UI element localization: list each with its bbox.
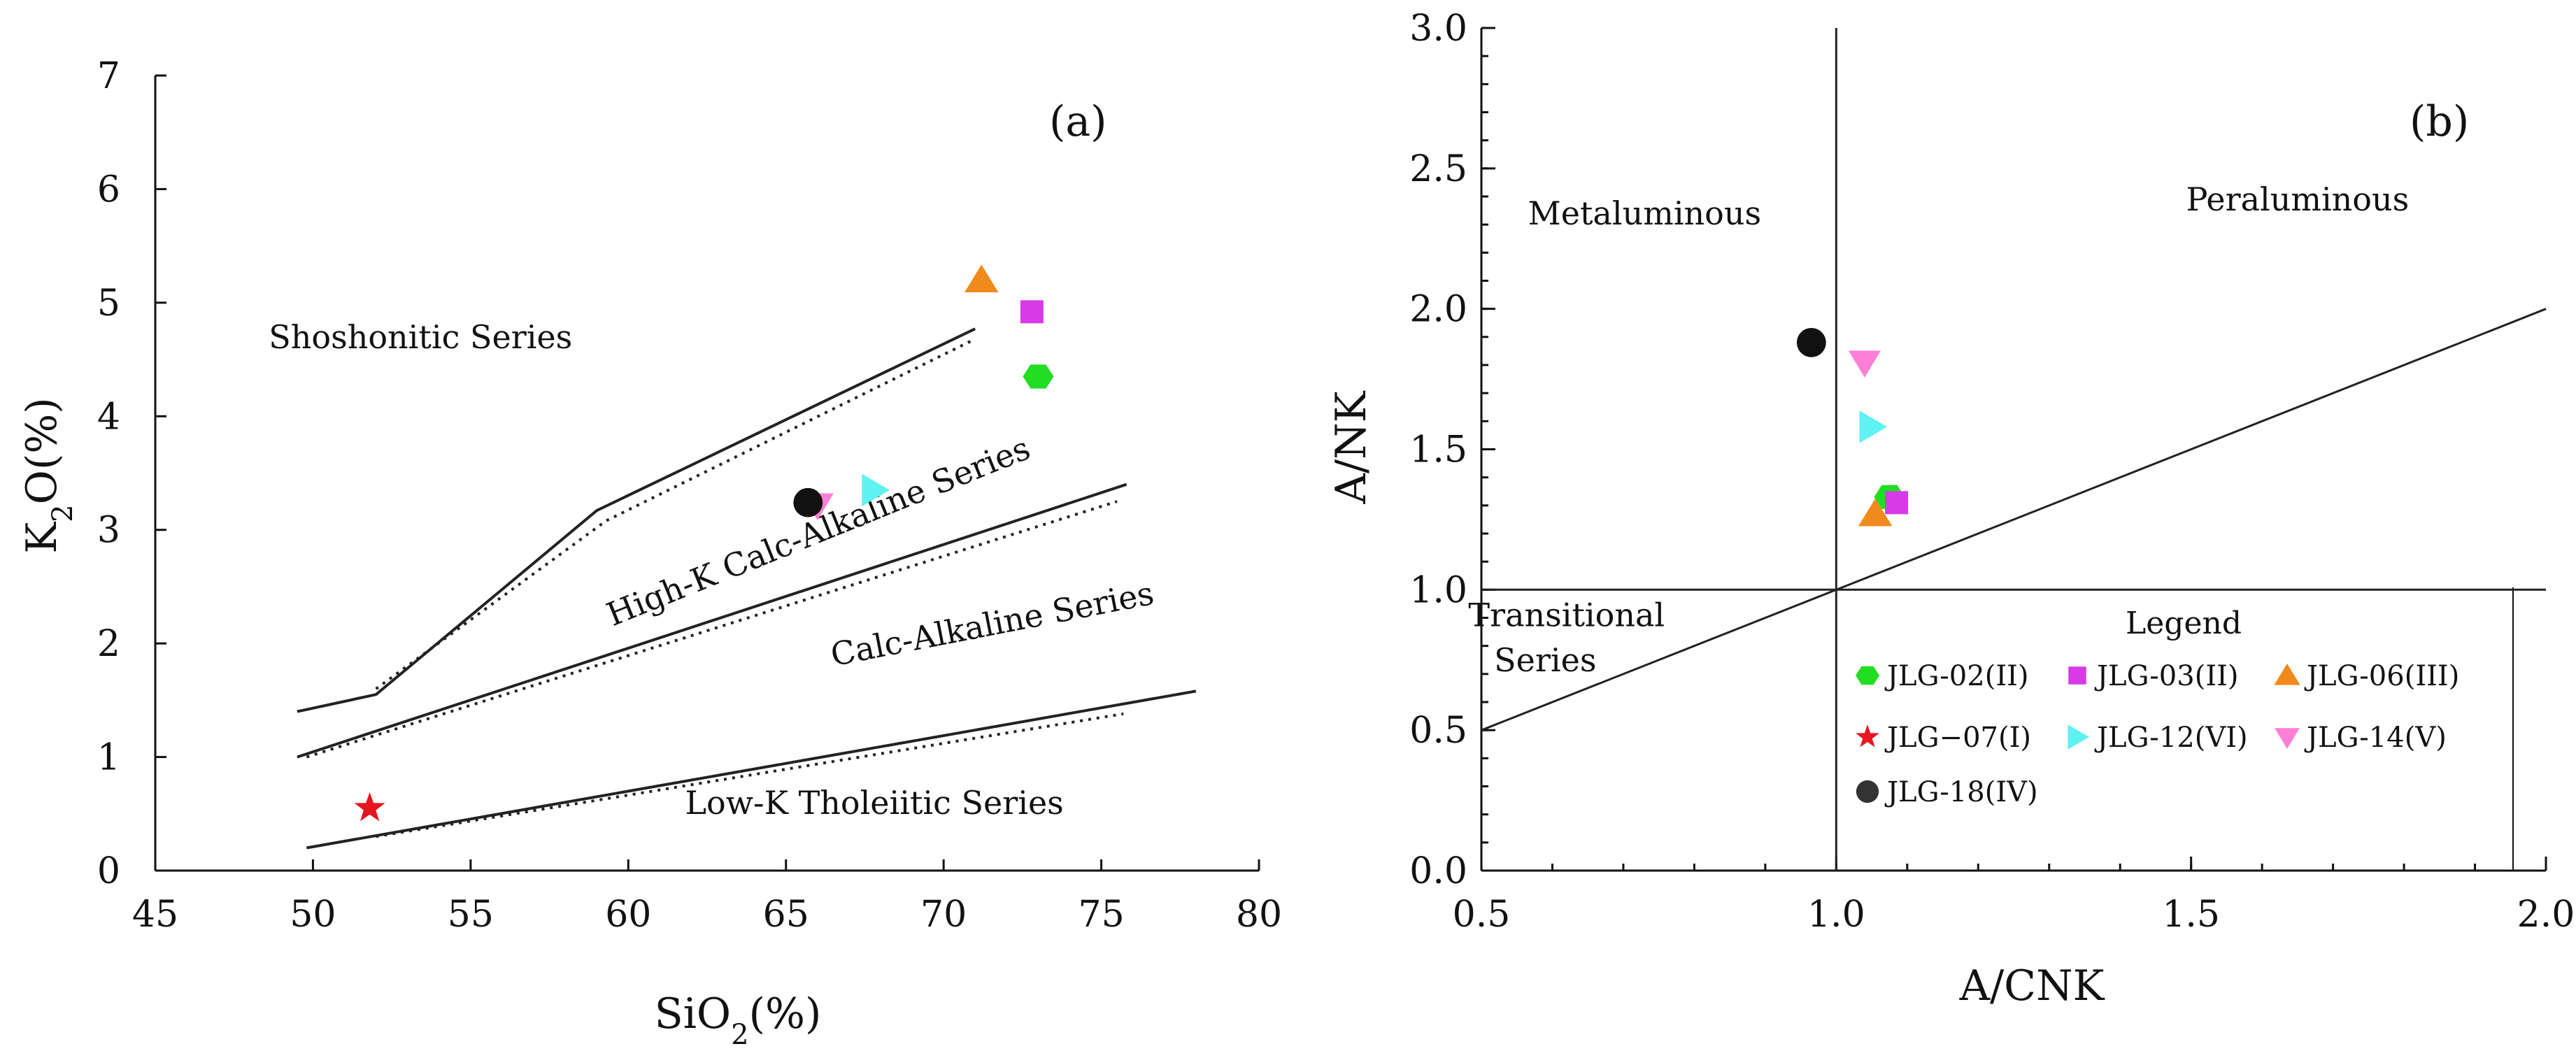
- panel-a-field-calc-alkaline-series: Calc-Alkaline Series: [827, 574, 1157, 674]
- panel-a-point-jlg-06-iii: [965, 264, 999, 292]
- panel-b-x-axis-label: A/CNK: [1959, 962, 2105, 1010]
- panel-b-field-peraluminous: Peraluminous: [2186, 180, 2409, 218]
- panel-a-x-tick-label: 75: [1078, 894, 1124, 936]
- panel-a-point-jlg-07-i: [354, 792, 385, 822]
- panel-b-y-tick-label: 1.0: [1409, 569, 1467, 611]
- panel-b-legend: Legend JLG-02(II) JLG-03(II) JLG-06(III) JLG…: [1856, 606, 2459, 808]
- panel-a-data-points: [354, 264, 1054, 822]
- panel-b-y-tick-label: 2.0: [1409, 289, 1467, 331]
- legend-label-jlg-06-iii: JLG-06(III): [2304, 660, 2459, 692]
- panel-b-y-tick-label: 2.5: [1409, 148, 1467, 190]
- panel-a-field-high-k-calc-alkaline-series: High-K Calc-Alkaline Series: [602, 429, 1036, 634]
- panel-b-point-jlg-12-vi: [1859, 410, 1888, 443]
- panel-a-boundary-solid: [306, 689, 1197, 850]
- panel-a-field-shoshonitic-series: Shoshonitic Series: [269, 318, 572, 356]
- panel-a-y-tick-label: 4: [97, 396, 120, 438]
- panel-a-x-tick-label: 55: [448, 894, 494, 936]
- panel-a-point-jlg-18-iv: [793, 487, 823, 517]
- legend-label-jlg-03-ii: JLG-03(II): [2094, 660, 2239, 692]
- panel-a-x-tick-label: 80: [1236, 894, 1282, 936]
- legend-marker-jlg-14-v: [2275, 728, 2300, 749]
- panel-a-boundary-solid: [297, 327, 976, 713]
- panel-b-anK-vs-acnk: 0.5 1.0 1.5 2.00.00.51.01.52.02.53.0 Metalu…: [1327, 8, 2575, 1010]
- legend-label-jlg-07-i: JLG−07(I): [1884, 722, 2031, 754]
- panel-a-series-boundaries: [297, 327, 1197, 850]
- legend-title: Legend: [2126, 606, 2242, 641]
- panel-b-y-axis-label: A/NK: [1327, 390, 1376, 504]
- legend-marker-jlg-18-iv: [1856, 780, 1879, 803]
- legend-marker-jlg-06-iii: [2274, 664, 2300, 685]
- panel-a-point-jlg-12-vi: [862, 473, 890, 506]
- legend-label-jlg-18-iv: JLG-18(IV): [1884, 776, 2038, 808]
- panel-a-y-tick-label: 6: [97, 169, 120, 210]
- panel-b-boundary-line: [1481, 308, 2547, 731]
- panel-a-y-tick-label: 2: [97, 623, 120, 665]
- panel-b-y-tick-label: 1.5: [1409, 429, 1467, 471]
- panel-b-point-jlg-06-iii: [1858, 498, 1893, 527]
- legend-marker-jlg-03-ii: [2068, 666, 2086, 685]
- panel-b-x-tick-label: 1.5: [2162, 894, 2220, 936]
- panel-b-x-tick-label: 2.0: [2517, 894, 2575, 936]
- panel-b-ticks: 0.5 1.0 1.5 2.00.00.51.01.52.02.53.0: [1409, 8, 2575, 936]
- panel-a-boundary-dotted: [376, 712, 1124, 838]
- legend-marker-jlg-07-i: [1856, 724, 1879, 748]
- panel-b-boundary-lines: [1481, 28, 2547, 871]
- panel-a-x-tick-label: 45: [132, 894, 178, 936]
- panel-a-point-jlg-03-ii: [1020, 300, 1044, 324]
- panel-a-y-tick-label: 5: [97, 283, 120, 324]
- legend-label-jlg-12-vi: JLG-12(VI): [2094, 722, 2248, 754]
- panel-a-x-tick-label: 70: [920, 894, 967, 936]
- panel-a-field-labels: Shoshonitic Series High-K Calc-Alkaline S…: [269, 318, 1157, 822]
- panel-b-field-metaluminous: Metaluminous: [1528, 194, 1761, 232]
- panel-b-point-jlg-03-ii: [1885, 491, 1909, 515]
- legend-label-jlg-02-ii: JLG-02(II): [1884, 660, 2029, 692]
- panel-a-y-tick-label: 1: [97, 737, 120, 779]
- panel-b-point-jlg-18-iv: [1796, 327, 1826, 357]
- panel-b-field-series: Series: [1494, 641, 1596, 679]
- panel-b-data-points: [1796, 327, 1909, 527]
- panel-b-x-tick-label: 1.0: [1807, 894, 1865, 936]
- panel-b-field-labels: Metaluminous Peraluminous Transitional Seri…: [1468, 180, 2409, 679]
- panel-a-x-tick-label: 65: [763, 894, 809, 936]
- panel-a-x-axis-label: SiO2(%): [655, 989, 822, 1051]
- panel-a-x-tick-label: 50: [290, 894, 336, 936]
- panel-a-y-tick-label: 7: [97, 55, 120, 97]
- panel-a-boundary-dotted: [375, 338, 976, 690]
- panel-b-x-tick-label: 0.5: [1453, 894, 1511, 936]
- legend-label-jlg-14-v: JLG-14(V): [2304, 722, 2447, 754]
- legend-marker-jlg-12-vi: [2068, 724, 2089, 750]
- panel-a-boundary-solid: [297, 482, 1127, 759]
- panel-a-y-axis-label: K2O(%): [17, 397, 79, 553]
- panel-b-label: (b): [2410, 97, 2469, 146]
- panel-a-point-jlg-02-ii: [1023, 364, 1054, 389]
- panel-a-y-tick-label: 3: [97, 510, 120, 552]
- panel-b-field-transitional: Transitional: [1468, 596, 1665, 634]
- panel-a-field-low-k-tholeiitic-series: Low-K Tholeiitic Series: [685, 784, 1063, 822]
- panel-b-y-tick-label: 3.0: [1409, 8, 1467, 50]
- panel-b-y-tick-label: 0.0: [1409, 850, 1467, 892]
- panel-a-x-tick-label: 60: [605, 894, 651, 936]
- panel-a-y-tick-label: 0: [97, 850, 120, 892]
- panel-a-label: (a): [1049, 97, 1107, 146]
- panel-b-y-tick-label: 0.5: [1409, 710, 1467, 752]
- legend-marker-jlg-02-ii: [1856, 666, 1879, 685]
- panel-b-point-jlg-14-v: [1848, 350, 1881, 378]
